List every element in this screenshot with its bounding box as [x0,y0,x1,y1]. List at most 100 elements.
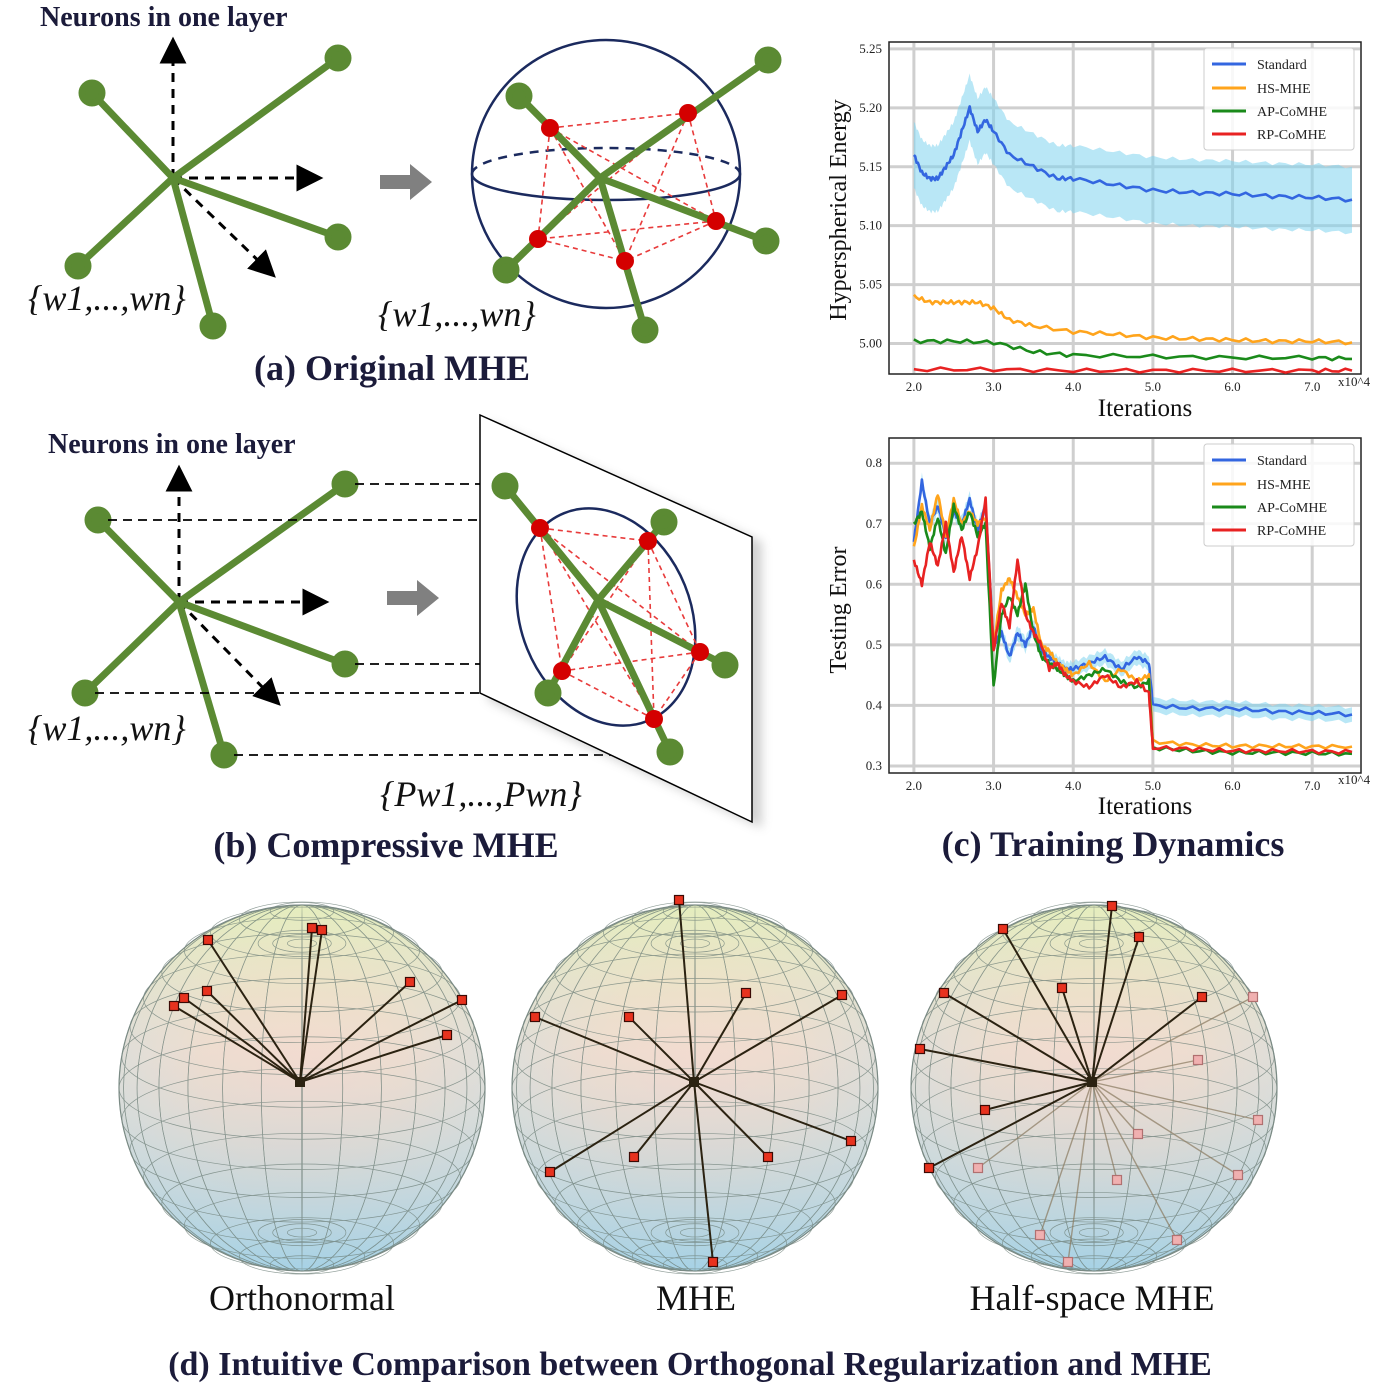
legend-error-standard: Standard [1257,454,1307,469]
lat-line [210,906,394,959]
caption-d: (d) Intuitive Comparison between Orthogo… [168,1346,1212,1383]
lat-line [603,906,787,959]
chart-energy-legend: Standard HS-MHE AP-CoMHE RP-CoMHE [1203,47,1355,151]
lat-line [536,953,854,1044]
lat-line [935,1132,1253,1223]
y-tick-label: 5.15 [859,159,882,174]
projection-lines-b [95,483,713,756]
y-tick-label: 5.25 [859,41,882,56]
lat-line [269,1255,335,1274]
pole-ring [257,929,347,957]
x-tick-label: 4.0 [1065,778,1081,793]
vector-point [168,1000,180,1012]
series-line-ap-comhe [913,338,1352,362]
y-tick-label: 0.3 [866,758,882,773]
x-tick-label: 3.0 [985,379,1001,394]
lat-line [269,902,335,921]
lat-line [1061,1255,1127,1274]
lat-line [161,1163,443,1243]
vector-line [928,1081,1093,1169]
caption-b: (b) Compressive MHE [213,825,558,865]
pole-ring [287,1227,317,1238]
sphere-outline [910,904,1278,1272]
pole-ring [665,934,725,953]
chart-energy-lines [912,105,1353,374]
vector-point [1171,1234,1183,1246]
pole-ring [257,1219,347,1247]
neuron-vectors-plane-b [491,472,739,766]
chart-error-ticks: 2.0 3.0 4.0 5.0 6.0 7.0 0.8 0.7 0.6 0.5 0.4 0.3 [866,455,1321,793]
pole-ring [650,1219,740,1247]
caption-c: (c) Training Dynamics [942,824,1285,864]
vector-point [1133,931,1145,943]
y-tick-label: 5.00 [859,336,882,351]
vector-point [1111,1174,1123,1186]
vector-point [972,1162,984,1174]
x-tick-label: 3.0 [985,778,1001,793]
vector-line [1091,905,1113,1083]
series-line-rp-comhe [912,496,1353,755]
vector-line [206,990,301,1083]
pole-ring [1049,1219,1139,1247]
sphere-3 [910,900,1278,1275]
series-line-standard [912,105,1353,203]
vector-point [938,987,950,999]
vector-point [178,992,190,1004]
vector-line [1091,996,1203,1083]
lat-line [1031,901,1157,938]
panel-a: Neurons in one layer {w1,...,wn} [28,2,782,388]
legend-energy-rp: RP-CoMHE [1257,128,1326,143]
lat-line [662,1255,728,1274]
vector-line [1091,936,1140,1083]
vector-line [299,927,313,1083]
vector-line [549,1081,695,1173]
lat-line [210,1217,394,1270]
sphere-outline [118,904,486,1272]
sphere-outline [511,904,879,1272]
panel-d [118,894,1278,1275]
pole-ring [1064,1223,1124,1242]
vector-line [1091,996,1254,1083]
vector-point [441,1029,453,1041]
equator-back-a [470,146,742,175]
vector-line [1091,1081,1139,1135]
vector-line [693,1081,714,1263]
panel-b: Neurons in one layer {w1,...,wn} [28,413,762,865]
vector-point [201,985,213,997]
x-tick-label: 7.0 [1304,379,1320,394]
sphere-origin [295,1077,305,1087]
sphere-label-2: MHE [656,1278,736,1318]
vector-line [943,992,1093,1083]
vector-line [299,999,463,1083]
y-tick-label: 0.8 [866,455,882,470]
vector-point [914,1043,926,1055]
y-tick-label: 0.5 [866,637,882,652]
legend-energy-standard: Standard [1257,58,1307,73]
neuron-vectors-sphere-a [492,46,782,344]
vector-line [693,1081,769,1158]
chart-error-ylabel: Testing Error [826,547,852,674]
vector-point [1062,1256,1074,1268]
legend-error-hs: HS-MHE [1257,478,1311,493]
vector-line [299,929,323,1083]
w-set-label-a1: {w1,...,wn} [28,278,186,318]
w-set-label-a2: {w1,...,wn} [378,294,536,334]
y-tick-label: 0.4 [866,697,883,712]
y-tick-label: 0.7 [866,516,883,531]
transition-arrow-a [380,164,432,200]
y-tick-label: 5.20 [859,100,882,115]
sphere-tint [119,905,485,1271]
vector-point [316,924,328,936]
y-tick-label: 0.6 [866,576,883,591]
vector-line [1091,1081,1239,1176]
vector-point [1192,1054,1204,1066]
vector-line [1061,987,1093,1083]
lat-line [239,1238,365,1275]
pole-ring [272,1223,332,1242]
x-tick-label: 5.0 [1145,379,1161,394]
vector-line [1091,1081,1178,1241]
pole-ring [680,938,710,949]
x-tick-label: 5.0 [1145,778,1161,793]
vector-point [845,1135,857,1147]
